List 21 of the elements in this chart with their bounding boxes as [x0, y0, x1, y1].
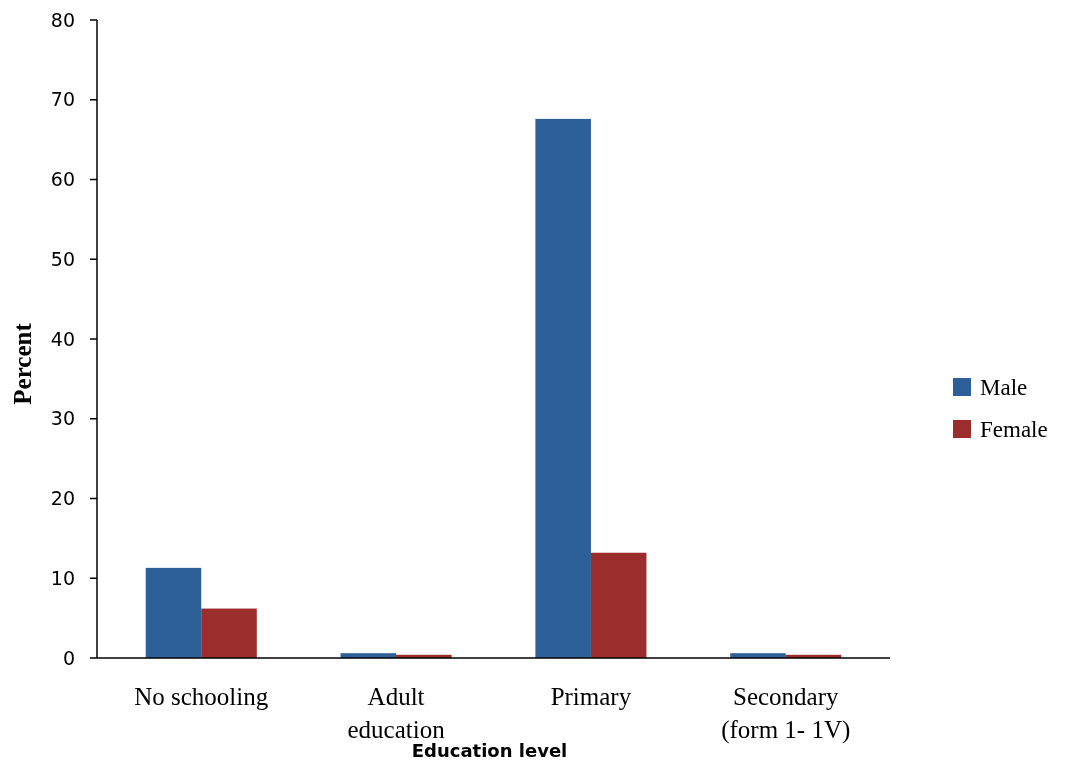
y-tick-label: 30 [50, 407, 75, 430]
y-axis-title: Percent [9, 322, 36, 405]
y-tick-label: 0 [62, 646, 75, 669]
x-tick-label: Adult education [347, 683, 446, 743]
legend-label: Female [980, 417, 1048, 443]
y-tick-label: 10 [50, 566, 75, 589]
y-tick-label: 60 [50, 168, 75, 191]
bar [535, 118, 591, 658]
y-tick-label: 40 [50, 327, 75, 350]
y-tick-label: 80 [50, 8, 75, 31]
x-tick-label: Secondary (form 1- 1V) [721, 683, 851, 744]
y-tick-label: 50 [50, 247, 75, 270]
x-tick-label: Primary [550, 683, 632, 710]
bar [201, 608, 257, 658]
y-tick-label: 70 [50, 88, 75, 111]
x-tick-label: No schooling [134, 683, 269, 710]
y-tick-label: 20 [50, 487, 75, 510]
x-axis-title: Education level [411, 740, 568, 761]
bar [145, 567, 202, 658]
legend-label: Male [980, 375, 1028, 401]
bar [590, 552, 647, 658]
